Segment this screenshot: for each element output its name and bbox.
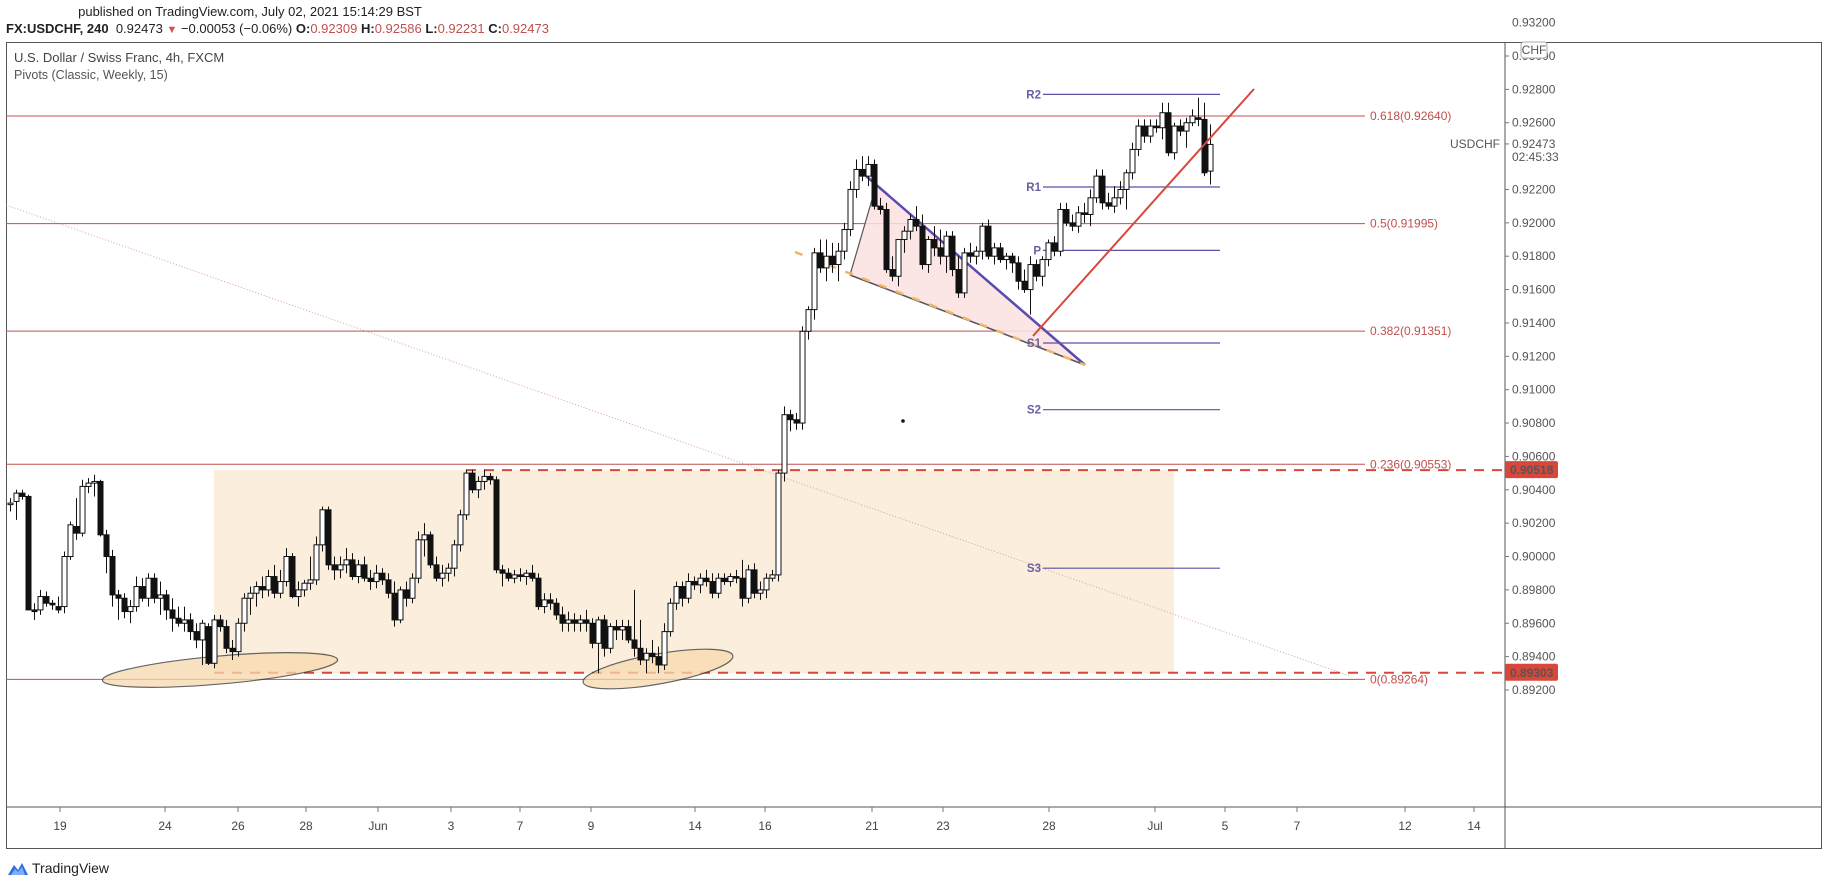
symbol-name: FX:USDCHF, 240 — [6, 21, 109, 36]
indicator-legend[interactable]: Pivots (Classic, Weekly, 15) — [14, 68, 168, 82]
close-value: 0.92473 — [501, 21, 549, 36]
price-tick: 0.90800 — [1512, 416, 1556, 430]
fib-level-label: 0.382(0.91351) — [1370, 324, 1451, 338]
wedge-upper-line[interactable] — [865, 175, 1086, 366]
alert-price-badge[interactable]: 0.89303 — [1505, 663, 1558, 681]
price-tick: 0.90200 — [1512, 516, 1556, 530]
time-tick: 12 — [1398, 819, 1412, 833]
price-tick: 0.91400 — [1512, 316, 1556, 330]
time-tick: Jun — [368, 819, 387, 833]
time-tick: 7 — [1294, 819, 1301, 833]
price-tick: 0.91200 — [1512, 349, 1556, 363]
price-tick: 0.89600 — [1512, 616, 1556, 630]
time-tick: 24 — [158, 819, 172, 833]
chart-frame — [6, 42, 1822, 849]
pivot-label-r2: R2 — [1026, 89, 1041, 101]
candlestick-series[interactable] — [7, 97, 1214, 674]
time-tick: 3 — [448, 819, 455, 833]
price-tick: 0.90400 — [1512, 483, 1556, 497]
time-tick: 7 — [517, 819, 524, 833]
marker-dot — [901, 419, 905, 423]
pivot-label-s1: S1 — [1027, 338, 1042, 350]
price-tick: 0.89400 — [1512, 650, 1556, 664]
svg-text:0.90518: 0.90518 — [1510, 463, 1554, 477]
time-tick: 23 — [936, 819, 950, 833]
dashed-support-line[interactable] — [794, 250, 1086, 367]
tradingview-logo[interactable]: TradingView — [8, 860, 109, 876]
price-tick: 0.92800 — [1512, 82, 1556, 96]
price-tick: 0.91600 — [1512, 283, 1556, 297]
bar-countdown: 02:45:33 — [1512, 150, 1559, 164]
price-tick: 0.89200 — [1512, 683, 1556, 697]
fib-level-label: 0(0.89264) — [1370, 672, 1428, 686]
tradingview-brand: TradingView — [32, 860, 110, 876]
price-tick: 0.91000 — [1512, 383, 1556, 397]
price-change: −0.00053 (−0.06%) — [180, 21, 293, 36]
close-label: C: — [488, 21, 502, 36]
time-tick: 9 — [588, 819, 595, 833]
time-tick: 16 — [758, 819, 772, 833]
price-tick: 0.92200 — [1512, 182, 1556, 196]
current-symbol-label: USDCHF — [1450, 137, 1500, 151]
triangle-down-icon: ▼ — [166, 24, 178, 36]
price-tick: 0.93200 — [1512, 16, 1556, 30]
current-price-label: 0.92473 — [1512, 137, 1556, 151]
fib-level-label: 0.5(0.91995) — [1370, 217, 1438, 231]
low-label: L: — [425, 21, 438, 36]
fib-level-label: 0.618(0.92640) — [1370, 109, 1451, 123]
time-tick: 14 — [1467, 819, 1481, 833]
time-tick: 19 — [53, 819, 67, 833]
time-tick: 14 — [688, 819, 702, 833]
svg-text:0.89303: 0.89303 — [1510, 666, 1554, 680]
pivot-label-s3: S3 — [1027, 563, 1041, 575]
range-rectangle[interactable] — [214, 469, 1174, 674]
last-price: 0.92473 — [115, 21, 163, 36]
price-tick: 0.91800 — [1512, 249, 1556, 263]
pivot-label-s2: S2 — [1027, 405, 1041, 417]
price-tick: 0.89800 — [1512, 583, 1556, 597]
time-tick: Jul — [1147, 819, 1162, 833]
pivot-label-r1: R1 — [1026, 182, 1041, 194]
time-tick: 28 — [299, 819, 313, 833]
price-tick: 0.90600 — [1512, 449, 1556, 463]
time-tick: 21 — [865, 819, 879, 833]
price-tick: 0.92600 — [1512, 116, 1556, 130]
price-tick: 0.92000 — [1512, 216, 1556, 230]
time-tick: 5 — [1222, 819, 1229, 833]
fib-level-label: 0.236(0.90553) — [1370, 457, 1451, 471]
alert-price-badge[interactable]: 0.90518 — [1505, 461, 1558, 479]
price-tick: 0.90000 — [1512, 550, 1556, 564]
time-tick: 28 — [1042, 819, 1056, 833]
pivot-label-p: P — [1033, 245, 1041, 257]
currency-badge[interactable]: CHF — [1520, 41, 1548, 59]
low-value: 0.92231 — [437, 21, 485, 36]
svg-text:CHF: CHF — [1522, 43, 1547, 57]
high-label: H: — [360, 21, 375, 36]
ascending-trendline[interactable] — [1032, 88, 1255, 337]
high-value: 0.92586 — [374, 21, 422, 36]
long-trendline[interactable] — [5, 204, 1351, 677]
time-tick: 26 — [231, 819, 245, 833]
ellipse-bottom-1[interactable] — [101, 646, 339, 694]
chart-title: U.S. Dollar / Swiss Franc, 4h, FXCM — [14, 50, 225, 65]
tradingview-logo-icon — [8, 863, 28, 875]
published-caption: published on TradingView.com, July 02, 2… — [78, 4, 422, 19]
open-value: 0.92309 — [310, 21, 358, 36]
symbol-info-bar: FX:USDCHF, 240 0.92473 ▼ −0.00053 (−0.06… — [6, 21, 549, 36]
open-label: O: — [295, 21, 311, 36]
